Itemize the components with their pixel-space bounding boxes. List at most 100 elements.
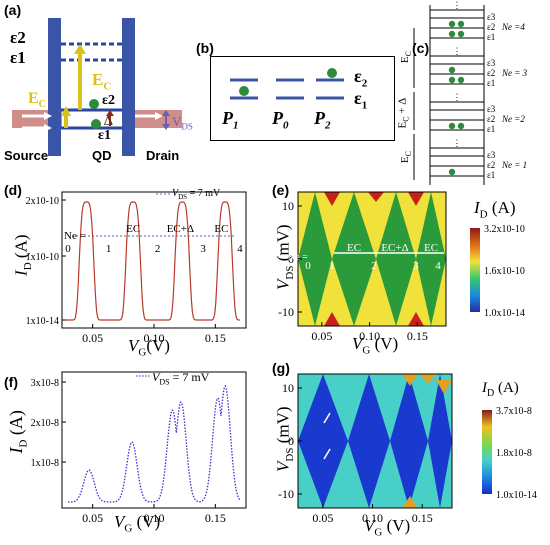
e-spacing-label: EC xyxy=(347,242,361,254)
f-legend: VDS = 7 mV xyxy=(152,370,209,386)
f-ytick-label: 1x10-8 xyxy=(31,458,59,469)
d-legend: VDS = 7 mV xyxy=(172,188,220,201)
ytick-label: 0 xyxy=(288,252,294,266)
g-xlabel-letter: V xyxy=(364,516,375,535)
ec-small-sub: C xyxy=(38,99,46,111)
ytick-label: -10 xyxy=(278,487,294,501)
b-eps1-sub: 1 xyxy=(361,99,368,112)
high-current-region xyxy=(408,312,424,326)
coulomb-diamond xyxy=(348,374,390,508)
ladder-level-label: ε1 xyxy=(487,78,496,88)
vds-arrow-head-down xyxy=(162,124,170,130)
e-spacing-label: EC xyxy=(424,242,438,254)
colorbar-tick-label: 3.2x10-10 xyxy=(484,224,525,235)
p2-dot xyxy=(327,68,337,78)
ladder-electron-dot xyxy=(457,76,465,84)
drain-label: Drain xyxy=(146,148,180,163)
ladder-level-label: ε1 xyxy=(487,124,496,134)
f-xlabel-unit: (V) xyxy=(132,512,161,531)
colorbar-tick-label: 1.8x10-8 xyxy=(496,448,532,459)
f-xtick-label: 0.10 xyxy=(144,511,165,525)
d-ne-value: 1 xyxy=(106,243,112,255)
f-ylabel-sub: D xyxy=(17,439,30,448)
e-cbar-title-letter: I xyxy=(474,198,480,217)
source-label: Source xyxy=(4,148,49,163)
right-barrier xyxy=(122,18,135,156)
ladder-level-label: ε3 xyxy=(487,104,496,114)
f-ytick-label: 2x10-8 xyxy=(31,418,59,429)
d-spacing-label: EC xyxy=(214,223,228,235)
g-cbar-unit: (A) xyxy=(494,380,519,396)
e-cbar-title-sub: D xyxy=(479,208,488,221)
qd-label: QD xyxy=(92,148,112,163)
vds-sub: DS xyxy=(181,121,193,132)
ladder-ne-label: Ne = 1 xyxy=(502,160,528,170)
ladder-ne-label: Ne = 3 xyxy=(502,68,528,78)
g-cbar-title-letter: I xyxy=(482,380,487,396)
c-ec-bottom-letter: E xyxy=(398,156,411,164)
panel-label-e: (e) xyxy=(272,182,290,198)
ladder-ellipsis: ⋮ xyxy=(453,138,462,148)
c-ecd: EC + Δ xyxy=(396,98,410,129)
d-xlabel-unit: (V) xyxy=(146,336,170,355)
b-eps2-label: ε2 xyxy=(354,66,367,90)
xtick-label: 0.05 xyxy=(311,329,332,343)
ytick-label: 10 xyxy=(282,381,294,395)
c-ec-top-letter: E xyxy=(398,56,411,64)
tunnel-arrow-in-1-head xyxy=(44,112,52,120)
d-ylabel-unit: (A) xyxy=(11,234,31,263)
occupation-diagram xyxy=(210,56,395,141)
b-eps1-letter: ε xyxy=(354,88,362,108)
f-current-curve xyxy=(68,384,241,503)
c-ec-top: EC xyxy=(399,51,413,63)
ladder-level-label: ε2 xyxy=(487,22,496,32)
ladder-level-label: ε3 xyxy=(487,58,496,68)
ec-arrow-head xyxy=(74,44,86,54)
xtick-label: 0.10 xyxy=(359,329,380,343)
f-ytick-label: 3x10-8 xyxy=(31,378,59,389)
panel-e: (e) 3.2x10-10 1.6x10-10 1.0x10-14 0.05 0.10 0… xyxy=(268,178,550,358)
panel-b: (b) P1 P0 P2 ε2 ε1 xyxy=(196,40,396,150)
g-xlabel-sub: G xyxy=(374,526,383,539)
e-cbar-title: ID (A) xyxy=(474,198,515,220)
e-ne-value: 1 xyxy=(329,260,335,272)
panel-label-b: (b) xyxy=(196,40,214,56)
d-ylabel-letter: I xyxy=(11,270,31,276)
f-xlabel: VG (V) xyxy=(114,512,160,534)
d-legend-rest: = 7 mV xyxy=(187,188,221,199)
chart-f: 0.05 0.10 0.15 3x10-8 2x10-8 1x10-8 xyxy=(31,371,247,525)
d-xtick-label: 0.05 xyxy=(82,331,103,345)
e-ylabel-letter: V xyxy=(273,279,293,290)
p1-letter: P xyxy=(222,108,233,128)
panel-label-c: (c) xyxy=(412,40,430,56)
high-current-region xyxy=(324,192,340,206)
e-ne-value: 3 xyxy=(413,260,419,272)
d-xlabel: VG(V) xyxy=(128,336,170,358)
d-legend-letter: V xyxy=(172,188,179,199)
b-eps2-letter: ε xyxy=(354,66,362,86)
d-legend-sub: DS xyxy=(178,193,188,201)
vds-label: VDS xyxy=(172,114,193,132)
panel-d: (d) 0.05 0.10 0.15 1x10-14 1x10-10 2x10-10 0 1 2… xyxy=(0,178,262,358)
e-ylabel-sub: DS xyxy=(283,265,296,280)
f-xlabel-sub: G xyxy=(124,522,133,535)
vds-arrow-head-up xyxy=(162,110,170,116)
p0-label: P0 xyxy=(272,108,289,132)
heatmap-e: 3.2x10-10 1.6x10-10 1.0x10-14 0.05 0.10 0.15 1… xyxy=(278,191,525,343)
c-ec-top-sub: C xyxy=(404,51,414,57)
f-plot-frame xyxy=(61,371,247,509)
e-cbar-unit: (A) xyxy=(487,198,516,217)
e-xlabel-sub: G xyxy=(362,344,371,357)
d-ne-value: 2 xyxy=(155,243,161,255)
ladder-electron-dot xyxy=(457,20,465,28)
ladder-electron-dot xyxy=(448,20,456,28)
ec-big-letter: E xyxy=(92,70,104,89)
d-current-curve xyxy=(65,201,240,321)
panel-label-f: (f) xyxy=(4,374,18,390)
g-ylabel: VDS (mV) xyxy=(274,406,296,472)
coulomb-diamond xyxy=(390,374,428,508)
ladder-level-label: ε3 xyxy=(487,150,496,160)
c-ec-bottom-sub: C xyxy=(404,151,414,157)
tunnel-arrow-out-head xyxy=(155,112,163,120)
p1-dot xyxy=(239,86,249,96)
